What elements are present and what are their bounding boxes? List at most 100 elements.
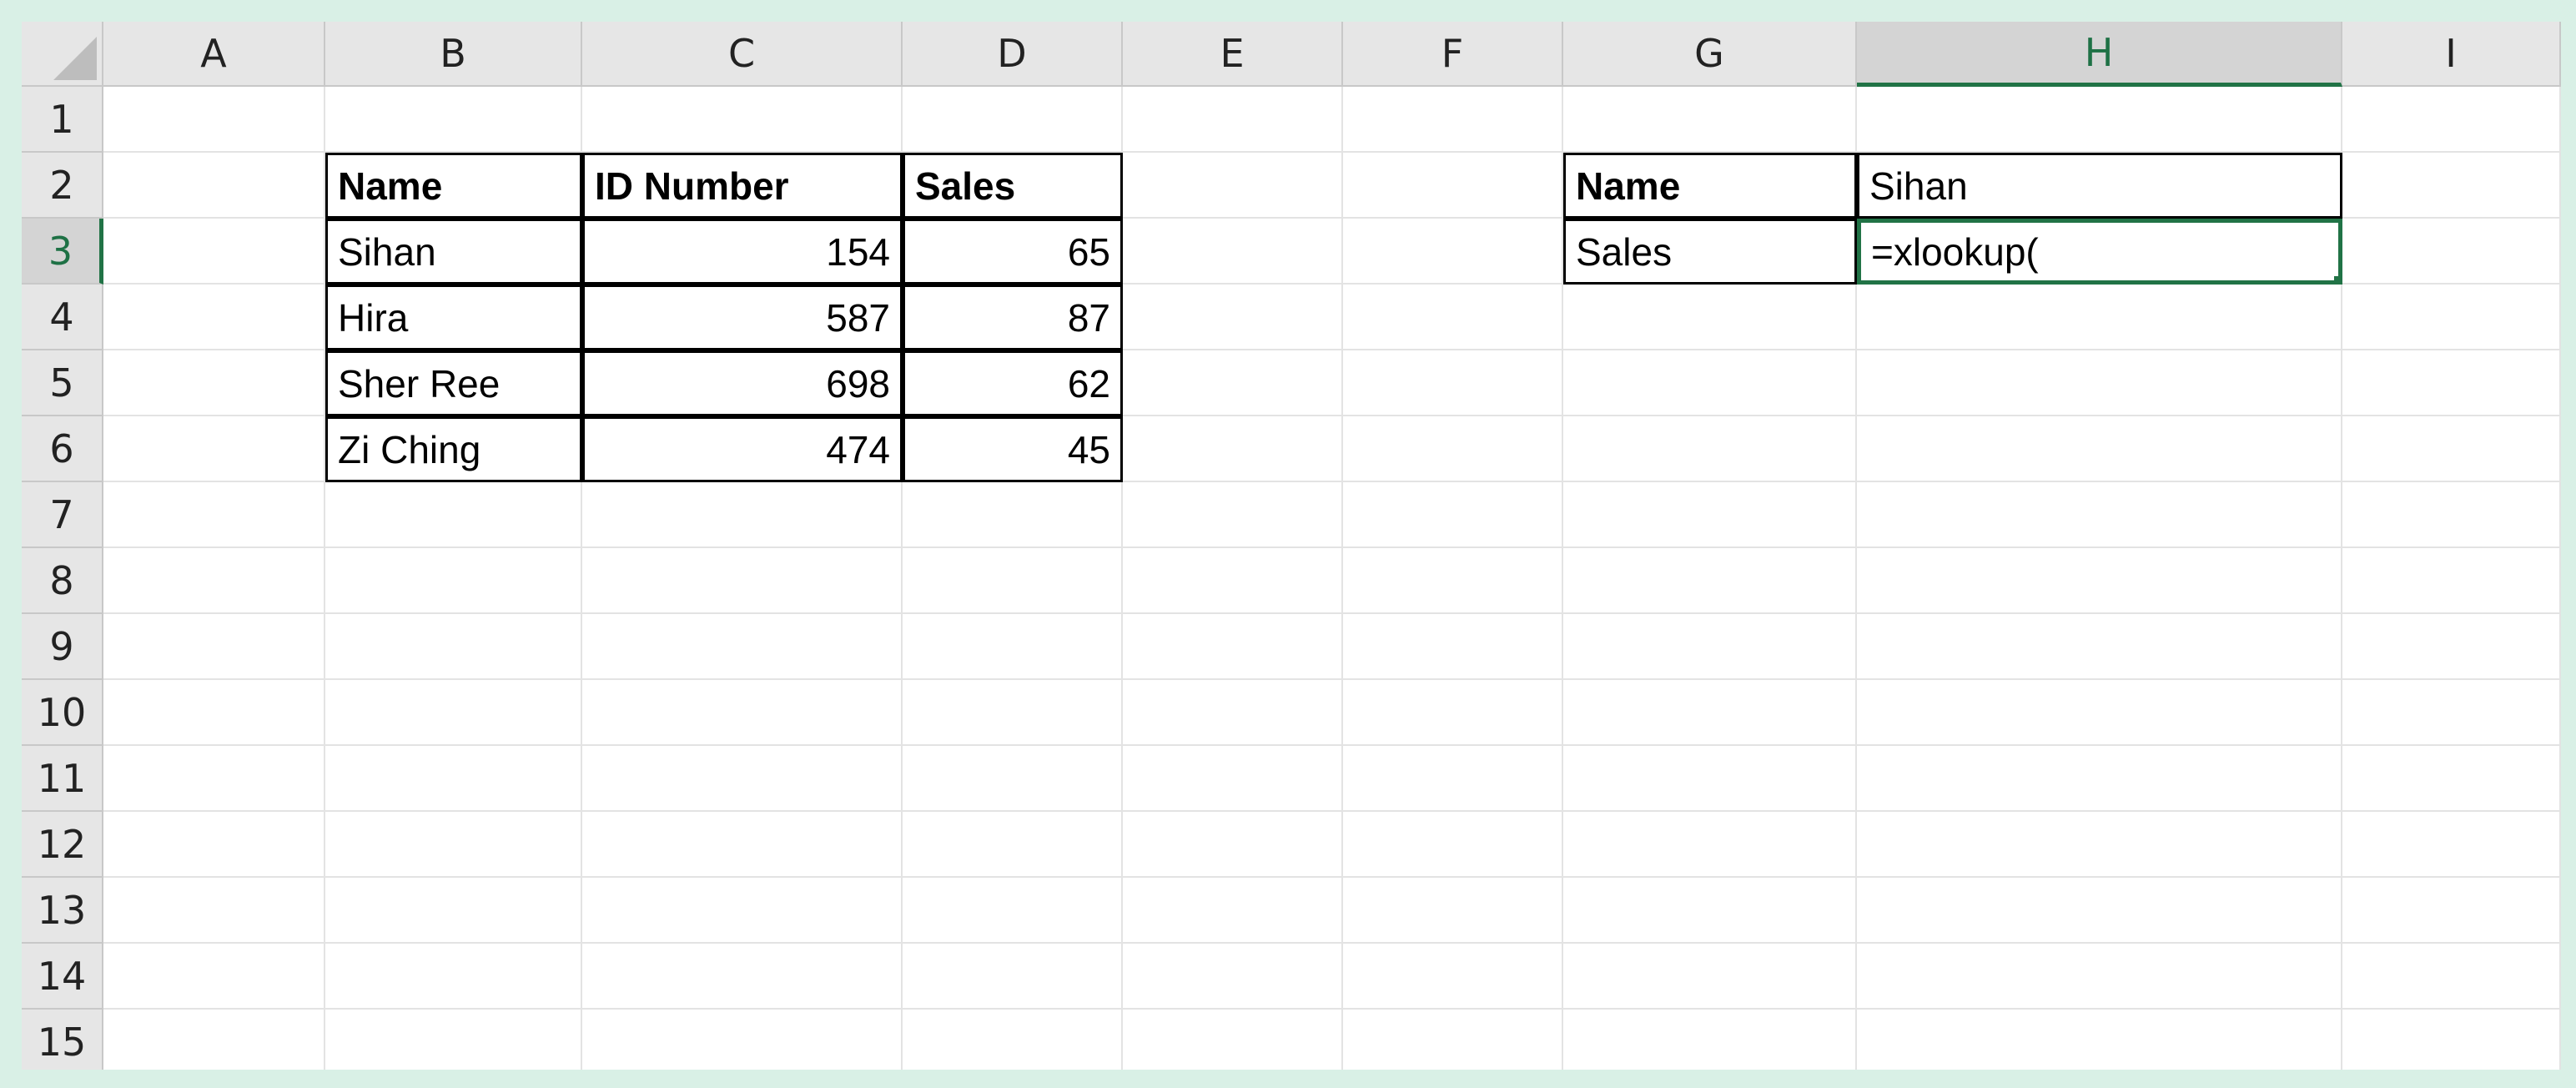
cell-i9[interactable]: [2342, 614, 2561, 680]
cell-g5[interactable]: [1563, 350, 1857, 416]
cell-h14[interactable]: [1857, 944, 2342, 1010]
cell-d13[interactable]: [903, 878, 1123, 944]
cell-g8[interactable]: [1563, 548, 1857, 614]
cell-b15[interactable]: [325, 1010, 582, 1070]
cell-i15[interactable]: [2342, 1010, 2561, 1070]
cell-e1[interactable]: [1123, 87, 1343, 153]
cell-c1[interactable]: [582, 87, 903, 153]
row-header-10[interactable]: 10: [22, 680, 103, 746]
cell-f13[interactable]: [1343, 878, 1563, 944]
cell-i12[interactable]: [2342, 812, 2561, 878]
table-cell[interactable]: 474: [582, 416, 903, 482]
cell-h12[interactable]: [1857, 812, 2342, 878]
cell-d12[interactable]: [903, 812, 1123, 878]
cell-h6[interactable]: [1857, 416, 2342, 482]
cell-g9[interactable]: [1563, 614, 1857, 680]
cell-h4[interactable]: [1857, 285, 2342, 350]
cell-d15[interactable]: [903, 1010, 1123, 1070]
cell-c11[interactable]: [582, 746, 903, 812]
cell-e3[interactable]: [1123, 219, 1343, 285]
cell-c9[interactable]: [582, 614, 903, 680]
cell-b14[interactable]: [325, 944, 582, 1010]
cell-i5[interactable]: [2342, 350, 2561, 416]
cell-f1[interactable]: [1343, 87, 1563, 153]
select-all-button[interactable]: [22, 22, 103, 87]
cell-c7[interactable]: [582, 482, 903, 548]
cell-f6[interactable]: [1343, 416, 1563, 482]
cell-a12[interactable]: [103, 812, 325, 878]
column-header-b[interactable]: B: [325, 22, 582, 87]
cell-f15[interactable]: [1343, 1010, 1563, 1070]
cell-d8[interactable]: [903, 548, 1123, 614]
cell-h11[interactable]: [1857, 746, 2342, 812]
cell-f5[interactable]: [1343, 350, 1563, 416]
cell-g1[interactable]: [1563, 87, 1857, 153]
cell-g6[interactable]: [1563, 416, 1857, 482]
table-cell[interactable]: 45: [903, 416, 1123, 482]
cell-a13[interactable]: [103, 878, 325, 944]
cell-a7[interactable]: [103, 482, 325, 548]
cell-a11[interactable]: [103, 746, 325, 812]
cell-d11[interactable]: [903, 746, 1123, 812]
cell-b1[interactable]: [325, 87, 582, 153]
table-header[interactable]: ID Number: [582, 153, 903, 219]
cell-i3[interactable]: [2342, 219, 2561, 285]
cell-e9[interactable]: [1123, 614, 1343, 680]
row-header-11[interactable]: 11: [22, 746, 103, 812]
cell-d14[interactable]: [903, 944, 1123, 1010]
cell-g13[interactable]: [1563, 878, 1857, 944]
cell-i1[interactable]: [2342, 87, 2561, 153]
cell-b13[interactable]: [325, 878, 582, 944]
cell-a5[interactable]: [103, 350, 325, 416]
cell-e7[interactable]: [1123, 482, 1343, 548]
cell-b8[interactable]: [325, 548, 582, 614]
lookup-name-value[interactable]: Sihan: [1857, 153, 2342, 219]
cell-d1[interactable]: [903, 87, 1123, 153]
table-cell[interactable]: 87: [903, 285, 1123, 350]
column-header-a[interactable]: A: [103, 22, 325, 87]
row-header-5[interactable]: 5: [22, 350, 103, 416]
column-header-d[interactable]: D: [903, 22, 1123, 87]
cell-c8[interactable]: [582, 548, 903, 614]
cell-a14[interactable]: [103, 944, 325, 1010]
cell-h15[interactable]: [1857, 1010, 2342, 1070]
cell-i7[interactable]: [2342, 482, 2561, 548]
cell-b7[interactable]: [325, 482, 582, 548]
cell-a6[interactable]: [103, 416, 325, 482]
cell-d7[interactable]: [903, 482, 1123, 548]
cell-i11[interactable]: [2342, 746, 2561, 812]
cell-f3[interactable]: [1343, 219, 1563, 285]
cell-i14[interactable]: [2342, 944, 2561, 1010]
table-cell[interactable]: 65: [903, 219, 1123, 285]
row-header-1[interactable]: 1: [22, 87, 103, 153]
cell-c14[interactable]: [582, 944, 903, 1010]
cell-i13[interactable]: [2342, 878, 2561, 944]
cell-a15[interactable]: [103, 1010, 325, 1070]
cell-c13[interactable]: [582, 878, 903, 944]
column-header-f[interactable]: F: [1343, 22, 1563, 87]
cell-a4[interactable]: [103, 285, 325, 350]
cell-f14[interactable]: [1343, 944, 1563, 1010]
cell-e8[interactable]: [1123, 548, 1343, 614]
cell-e2[interactable]: [1123, 153, 1343, 219]
column-header-e[interactable]: E: [1123, 22, 1343, 87]
cell-e6[interactable]: [1123, 416, 1343, 482]
cell-a2[interactable]: [103, 153, 325, 219]
cell-e11[interactable]: [1123, 746, 1343, 812]
cell-f7[interactable]: [1343, 482, 1563, 548]
cell-e15[interactable]: [1123, 1010, 1343, 1070]
table-header[interactable]: Sales: [903, 153, 1123, 219]
cell-h9[interactable]: [1857, 614, 2342, 680]
cell-b10[interactable]: [325, 680, 582, 746]
cell-i6[interactable]: [2342, 416, 2561, 482]
cell-g12[interactable]: [1563, 812, 1857, 878]
cell-i2[interactable]: [2342, 153, 2561, 219]
cell-h5[interactable]: [1857, 350, 2342, 416]
table-cell[interactable]: 154: [582, 219, 903, 285]
row-header-4[interactable]: 4: [22, 285, 103, 350]
cell-c10[interactable]: [582, 680, 903, 746]
cell-d9[interactable]: [903, 614, 1123, 680]
table-cell[interactable]: Sher Ree: [325, 350, 582, 416]
cell-a10[interactable]: [103, 680, 325, 746]
cell-g11[interactable]: [1563, 746, 1857, 812]
